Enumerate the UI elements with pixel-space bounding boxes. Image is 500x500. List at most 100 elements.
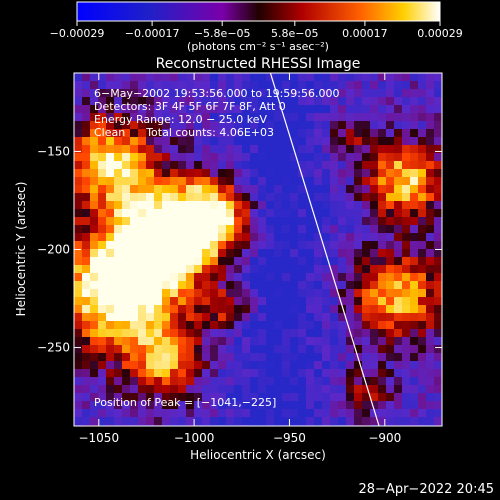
heatmap-cell <box>346 249 355 258</box>
heatmap-cell <box>242 305 251 314</box>
heatmap-cell <box>130 321 139 330</box>
heatmap-cell <box>434 201 442 210</box>
heatmap-cell <box>346 217 355 226</box>
heatmap-cell <box>410 265 419 274</box>
heatmap-cell <box>130 417 139 426</box>
heatmap-cell <box>266 241 275 250</box>
heatmap-cell <box>74 113 83 122</box>
heatmap-cell <box>122 273 131 282</box>
heatmap-cell <box>282 409 291 418</box>
heatmap-cell <box>210 401 219 410</box>
heatmap-cell <box>338 161 347 170</box>
heatmap-cell <box>266 417 275 426</box>
heatmap-cell <box>354 345 363 354</box>
heatmap-cell <box>202 417 211 426</box>
heatmap-cell <box>322 89 331 98</box>
heatmap-cell <box>98 97 107 106</box>
heatmap-cell <box>194 209 203 218</box>
heatmap-cell <box>314 177 323 186</box>
heatmap-cell <box>194 369 203 378</box>
heatmap-cell <box>106 257 115 266</box>
heatmap-cell <box>426 257 435 266</box>
heatmap-cell <box>418 113 427 122</box>
heatmap-cell <box>290 209 299 218</box>
heatmap-cell <box>170 137 179 146</box>
heatmap-cell <box>370 321 379 330</box>
heatmap-cell <box>98 265 107 274</box>
heatmap-cell <box>314 249 323 258</box>
heatmap-cell <box>362 377 371 386</box>
heatmap-cell <box>98 209 107 218</box>
heatmap-cell <box>274 153 283 162</box>
heatmap-cell <box>226 145 235 154</box>
heatmap-cell <box>138 409 147 418</box>
heatmap-cell <box>330 393 339 402</box>
heatmap-cell <box>146 225 155 234</box>
heatmap-cell <box>330 225 339 234</box>
heatmap-cell <box>178 249 187 258</box>
heatmap-cell <box>122 89 131 98</box>
heatmap-cell <box>426 361 435 370</box>
heatmap-cell <box>74 289 83 298</box>
heatmap-cell <box>434 177 442 186</box>
heatmap-cell <box>202 185 211 194</box>
heatmap-cell <box>434 369 442 378</box>
heatmap-cell <box>234 345 243 354</box>
heatmap-cell <box>282 265 291 274</box>
heatmap-cell <box>370 233 379 242</box>
heatmap-cell <box>402 137 411 146</box>
heatmap-cell <box>82 105 91 114</box>
heatmap-cell <box>314 209 323 218</box>
heatmap-cell <box>162 409 171 418</box>
heatmap-cell <box>298 209 307 218</box>
heatmap-cell <box>202 121 211 130</box>
heatmap-cell <box>138 129 147 138</box>
heatmap-cell <box>106 153 115 162</box>
heatmap-cell <box>154 409 163 418</box>
heatmap-cell <box>322 393 331 402</box>
heatmap-cell <box>82 289 91 298</box>
heatmap-cell <box>386 137 395 146</box>
heatmap-cell <box>130 241 139 250</box>
heatmap-cell <box>90 273 99 282</box>
heatmap-cell <box>82 225 91 234</box>
heatmap-cell <box>290 185 299 194</box>
heatmap-cell <box>74 81 83 90</box>
heatmap-cell <box>418 105 427 114</box>
heatmap-cell <box>274 281 283 290</box>
heatmap-cell <box>114 313 123 322</box>
heatmap-cell <box>354 313 363 322</box>
heatmap-cell <box>394 129 403 138</box>
heatmap-cell <box>282 249 291 258</box>
heatmap-cell <box>434 313 442 322</box>
heatmap-cell <box>426 217 435 226</box>
heatmap-cell <box>122 177 131 186</box>
heatmap-cell <box>274 193 283 202</box>
heatmap-cell <box>426 169 435 178</box>
heatmap-cell <box>290 113 299 122</box>
heatmap-cell <box>378 73 387 82</box>
heatmap-cell <box>114 337 123 346</box>
heatmap-cell <box>418 257 427 266</box>
heatmap-cell <box>266 265 275 274</box>
heatmap-cell <box>346 233 355 242</box>
heatmap-cell <box>258 401 267 410</box>
heatmap-cell <box>74 321 83 330</box>
heatmap-cell <box>338 409 347 418</box>
heatmap-cell <box>74 393 83 402</box>
heatmap-cell <box>82 121 91 130</box>
heatmap-cell <box>250 329 259 338</box>
heatmap-cell <box>202 329 211 338</box>
heatmap-cell <box>370 137 379 146</box>
heatmap-cell <box>410 281 419 290</box>
heatmap-cell <box>90 137 99 146</box>
heatmap-cell <box>290 169 299 178</box>
heatmap-cell <box>130 377 139 386</box>
heatmap-cell <box>354 417 363 426</box>
heatmap-cell <box>178 225 187 234</box>
heatmap-cell <box>210 249 219 258</box>
heatmap-cell <box>378 177 387 186</box>
heatmap-cell <box>282 401 291 410</box>
heatmap-cell <box>362 353 371 362</box>
heatmap-cell <box>146 89 155 98</box>
